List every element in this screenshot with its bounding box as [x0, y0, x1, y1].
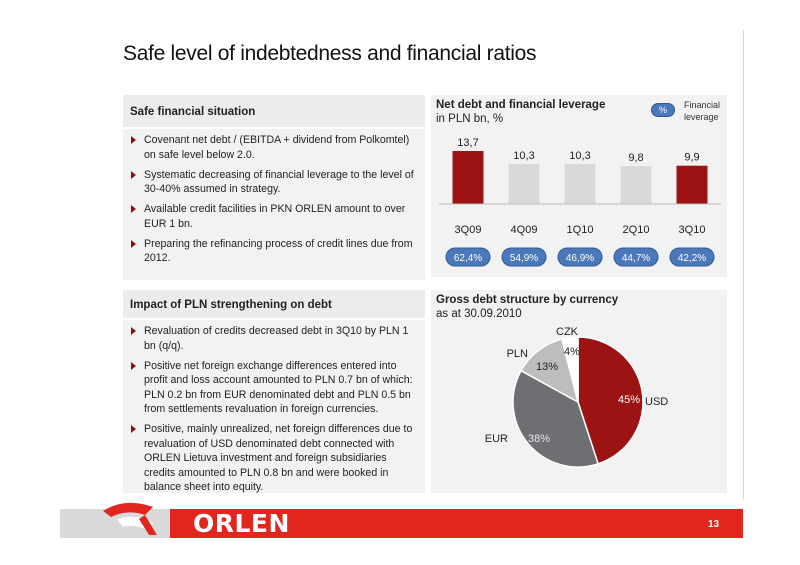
pie-category-label: USD [645, 396, 668, 408]
chart-heading: Net debt and financial leverage in PLN b… [436, 98, 605, 126]
panel-heading: Safe financial situation [130, 106, 256, 118]
orlen-eagle-logo-icon [103, 502, 157, 535]
pie-chart: USD 45% EUR 38% PLN 13% CZK 4% [485, 326, 668, 468]
bar [676, 165, 708, 204]
bar [620, 166, 652, 204]
leverage-pill [613, 247, 659, 267]
bullet-arrow-icon [131, 425, 136, 433]
leverage-label: 46,9% [566, 253, 594, 264]
bar-chart: 13,7 3Q09 62,4% 10,3 4Q09 54,9% 10,3 1Q10 46,9% 9… [439, 137, 721, 267]
category-label: 1Q10 [567, 224, 594, 236]
bar-value-label: 10,3 [569, 150, 590, 162]
category-label: 3Q10 [679, 224, 706, 236]
pie-slice [512, 369, 600, 468]
bar [564, 164, 596, 204]
bullet-arrow-icon [131, 136, 136, 144]
leverage-label: 54,9% [510, 253, 538, 264]
page-title: Safe level of indebtedness and financial… [123, 42, 537, 65]
bullet-list: Covenant net debt / (EBITDA + dividend f… [130, 133, 417, 271]
bullet-list: Revaluation of credits decreased debt in… [130, 324, 417, 500]
safe-financial-panel: Safe financial situation Covenant net de… [123, 95, 425, 280]
bar-value-label: 13,7 [457, 137, 478, 149]
pie-value-label: 4% [564, 346, 580, 358]
list-item: Covenant net debt / (EBITDA + dividend f… [130, 133, 417, 162]
bar-value-label: 9,9 [684, 152, 699, 164]
pie-value-label: 45% [618, 394, 640, 406]
panel-header: Impact of PLN strengthening on debt [123, 290, 425, 320]
leverage-pill [445, 247, 491, 267]
footer-bar [60, 509, 743, 538]
chart-title: Gross debt structure by currency [436, 294, 619, 306]
legend-marker: % [651, 103, 675, 117]
leverage-label: 62,4% [454, 253, 482, 264]
pie-value-label: 13% [536, 361, 558, 373]
bar-value-label: 9,8 [628, 152, 643, 164]
chart-title: Net debt and financial leverage [436, 99, 606, 111]
orlen-logo-text: ORLEN [193, 509, 290, 538]
page-number: 13 [708, 519, 720, 530]
bullet-arrow-icon [131, 205, 136, 213]
chart-subtitle: in PLN bn, % [436, 113, 504, 125]
leverage-label: 42,2% [678, 253, 706, 264]
leverage-label: 44,7% [622, 253, 650, 264]
panel-header: Safe financial situation [123, 95, 425, 129]
list-item: Revaluation of credits decreased debt in… [130, 324, 417, 353]
category-label: 4Q09 [511, 224, 538, 236]
bullet-arrow-icon [131, 361, 136, 370]
pln-impact-panel: Impact of PLN strengthening on debt Reva… [123, 290, 425, 493]
pie-category-label: PLN [507, 348, 528, 360]
bullet-arrow-icon [131, 170, 136, 179]
divider [743, 30, 744, 500]
bar [508, 164, 540, 204]
leverage-pill [669, 247, 715, 267]
pie-category-label: EUR [485, 433, 508, 445]
leverage-pill [557, 247, 603, 267]
list-item: Preparing the refinancing process of cre… [130, 237, 417, 266]
bar-value-label: 10,3 [513, 150, 534, 162]
list-item: Systematic decreasing of financial lever… [130, 168, 417, 197]
leverage-pill [501, 247, 547, 267]
list-item: Available credit facilities in PKN ORLEN… [130, 202, 417, 231]
pie-category-label: CZK [556, 326, 579, 338]
bar [452, 151, 484, 204]
legend-label: Financial leverage [684, 100, 721, 122]
pie-slice [560, 336, 579, 403]
pie-slice [577, 336, 644, 465]
pie-value-label: 38% [528, 433, 550, 445]
bullet-arrow-icon [131, 327, 136, 335]
category-label: 3Q09 [455, 224, 482, 236]
chart-heading: Gross debt structure by currency as at 3… [436, 293, 618, 321]
list-item: Positive net foreign exchange difference… [130, 359, 417, 417]
category-label: 2Q10 [623, 224, 650, 236]
panel-heading: Impact of PLN strengthening on debt [130, 299, 332, 311]
debt-structure-chart-panel: Gross debt structure by currency as at 3… [431, 290, 727, 493]
chart-subtitle: as at 30.09.2010 [436, 308, 522, 320]
list-item: Positive, mainly unrealized, net foreign… [130, 422, 417, 495]
net-debt-chart-panel: Net debt and financial leverage in PLN b… [431, 95, 727, 277]
bullet-arrow-icon [131, 239, 136, 248]
